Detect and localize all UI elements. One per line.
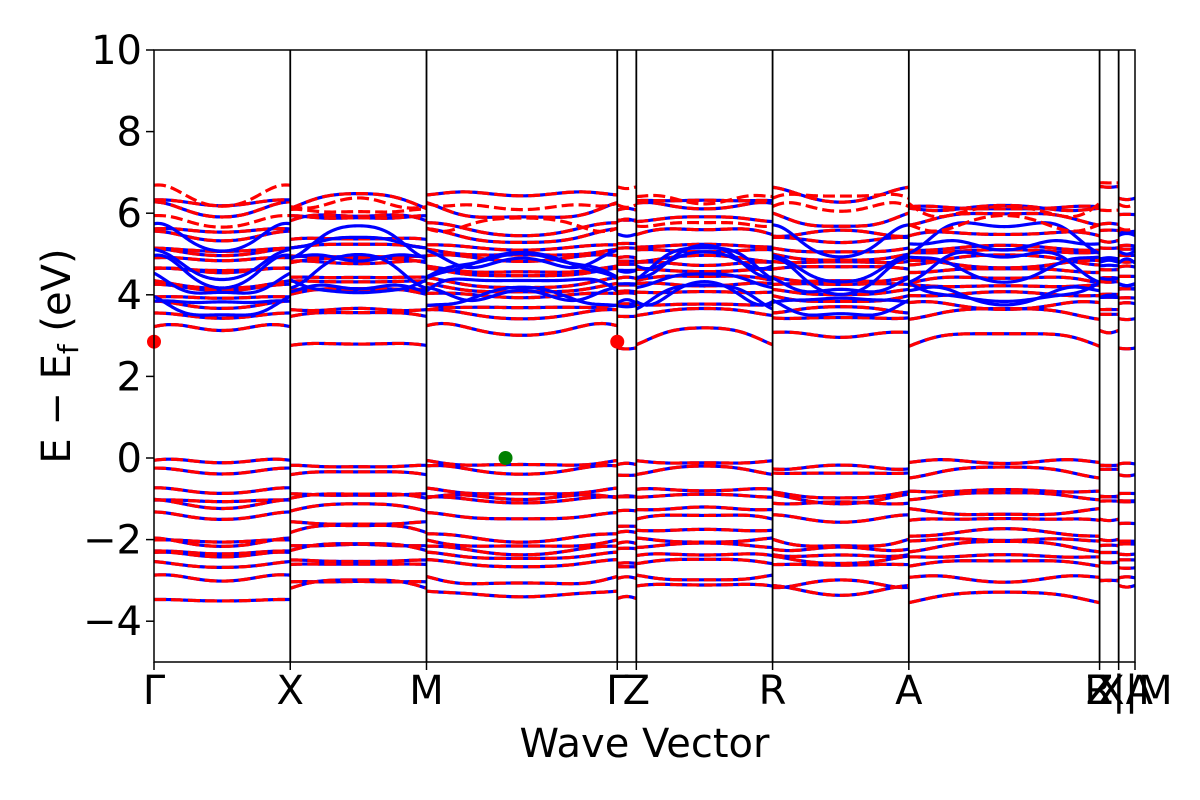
spin-down-band-c13 <box>154 200 1135 228</box>
y-tick-label: −4 <box>83 599 142 645</box>
y-tick-label: 6 <box>117 191 142 237</box>
y-axis-title: E − Ef (eV) <box>34 248 85 463</box>
extremum-marker <box>610 334 625 349</box>
x-axis-title: Wave Vector <box>520 721 771 767</box>
y-tick-label: 4 <box>117 273 142 319</box>
x-tick-label: Z <box>1086 668 1113 714</box>
spin-down-band-v8 <box>154 539 1135 559</box>
y-tick-label: 2 <box>117 354 142 400</box>
spin-down-band-c0 <box>154 321 1135 351</box>
spin-down-band-v4 <box>154 492 1135 517</box>
spin-down-band-v0 <box>154 457 1135 472</box>
extrema-markers <box>147 334 625 465</box>
x-tick-label: R <box>759 668 787 714</box>
extremum-marker <box>498 451 513 465</box>
y-tick-label: −2 <box>83 518 142 564</box>
y-tick-label: 10 <box>91 28 142 74</box>
x-tick-label: X <box>277 668 304 714</box>
x-tick-label: Γ <box>143 668 166 714</box>
plot-frame <box>153 49 1136 663</box>
spin-up-band-x0 <box>154 250 1135 307</box>
spin-down-band-v12 <box>154 578 1135 605</box>
bands-layer <box>154 181 1135 605</box>
y-tick-label: 8 <box>117 110 142 156</box>
spin-down-band-c2 <box>154 299 1135 315</box>
x-tick-label: X|M <box>1097 668 1172 714</box>
spin-up-band-x5 <box>154 272 1135 305</box>
spin-down-band-x0 <box>154 181 1135 219</box>
spin-down-band-c7 <box>154 258 1135 274</box>
spin-down-band-c11 <box>154 227 1135 248</box>
y-tick-label: 0 <box>117 436 142 482</box>
x-tick-label: Γ <box>606 668 629 714</box>
spin-down-band-v1 <box>154 463 1135 480</box>
x-tick-label: Z <box>623 668 650 714</box>
x-tick-label: R|A <box>1084 668 1153 714</box>
spin-up-band-x2 <box>154 231 1135 284</box>
kpoint-lines <box>289 50 1120 662</box>
x-axis: Γ X M ΓZ R A ZR|AX|M <box>143 662 1173 714</box>
spin-down-band-v10 <box>154 557 1135 570</box>
x-tick-label: M <box>409 668 444 714</box>
y-axis: −4 −2 0 2 4 6 8 10 <box>83 28 154 645</box>
x-tick-label: A <box>895 668 923 714</box>
spin-down-band-x1 <box>154 201 1135 234</box>
